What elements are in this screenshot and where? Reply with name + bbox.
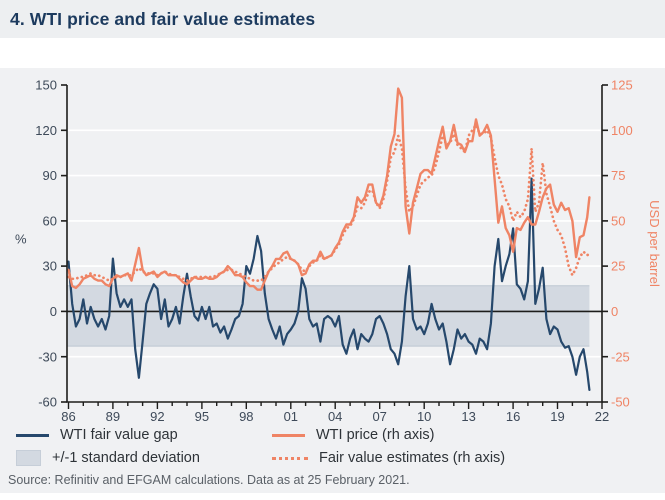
svg-text:90: 90 [43, 168, 57, 183]
svg-text:19: 19 [550, 409, 564, 424]
svg-text:0: 0 [611, 304, 618, 319]
figure-title: 4. WTI price and fair value estimates [10, 8, 316, 29]
svg-text:60: 60 [43, 213, 57, 228]
chart-legend: WTI fair value gap WTI price (rh axis) +… [16, 426, 505, 467]
svg-text:25: 25 [611, 259, 625, 274]
svg-text:-50: -50 [611, 395, 630, 410]
svg-text:75: 75 [611, 168, 625, 183]
fair-value-line [67, 123, 591, 282]
svg-text:89: 89 [106, 409, 120, 424]
legend-label: WTI fair value gap [60, 427, 178, 443]
price-line [67, 87, 591, 291]
legend-item-fair-value-estimates: Fair value estimates (rh axis) [272, 449, 505, 467]
right-axis-label: USD per barrel [647, 200, 662, 287]
svg-text:92: 92 [150, 409, 164, 424]
figure-title-bar: 4. WTI price and fair value estimates [0, 0, 665, 38]
fair-value-dotted-swatch [272, 456, 308, 460]
svg-text:100: 100 [611, 123, 633, 138]
svg-text:98: 98 [239, 409, 253, 424]
left-axis: 150 120 90 60 30 0 -30 -60 [35, 78, 67, 410]
svg-text:22: 22 [595, 409, 609, 424]
legend-label: Fair value estimates (rh axis) [319, 450, 506, 466]
svg-text:01: 01 [284, 409, 298, 424]
svg-text:-30: -30 [38, 349, 57, 364]
x-axis: 86 89 92 95 98 01 04 07 10 13 16 19 22 [61, 402, 609, 424]
legend-item-wti-price: WTI price (rh axis) [272, 426, 505, 444]
svg-text:07: 07 [372, 409, 386, 424]
svg-text:16: 16 [506, 409, 520, 424]
svg-text:-60: -60 [38, 395, 57, 410]
svg-text:125: 125 [611, 78, 633, 93]
svg-text:86: 86 [61, 409, 75, 424]
svg-text:04: 04 [328, 409, 342, 424]
grid-lines [67, 129, 602, 358]
svg-text:13: 13 [461, 409, 475, 424]
svg-text:30: 30 [43, 259, 57, 274]
gap-line-swatch [16, 433, 49, 437]
svg-text:95: 95 [195, 409, 209, 424]
axes [66, 85, 603, 403]
gap-line [67, 177, 591, 391]
wti-chart-canvas: 1501209060300-30-601251007550250-25-5086… [15, 78, 662, 424]
right-axis: 125 100 75 50 25 0 -25 -50 [602, 78, 633, 410]
legend-item-fair-value-gap: WTI fair value gap [16, 426, 272, 444]
svg-text:150: 150 [35, 78, 57, 93]
svg-text:50: 50 [611, 213, 625, 228]
svg-text:10: 10 [417, 409, 431, 424]
price-line-swatch [272, 433, 305, 437]
svg-text:0: 0 [50, 304, 57, 319]
legend-label: WTI price (rh axis) [316, 427, 435, 443]
legend-label: +/-1 standard deviation [52, 450, 200, 466]
chart-panel: 150 120 90 60 30 0 -30 -60 125 100 75 50 25 0 -25 -50 86… [0, 68, 665, 493]
svg-text:-25: -25 [611, 349, 630, 364]
std-band-swatch [16, 450, 41, 466]
svg-text:120: 120 [35, 123, 57, 138]
source-note: Source: Refinitiv and EFGAM calculations… [8, 473, 410, 487]
left-axis-label: % [15, 232, 27, 247]
legend-item-std-deviation: +/-1 standard deviation [16, 449, 272, 467]
